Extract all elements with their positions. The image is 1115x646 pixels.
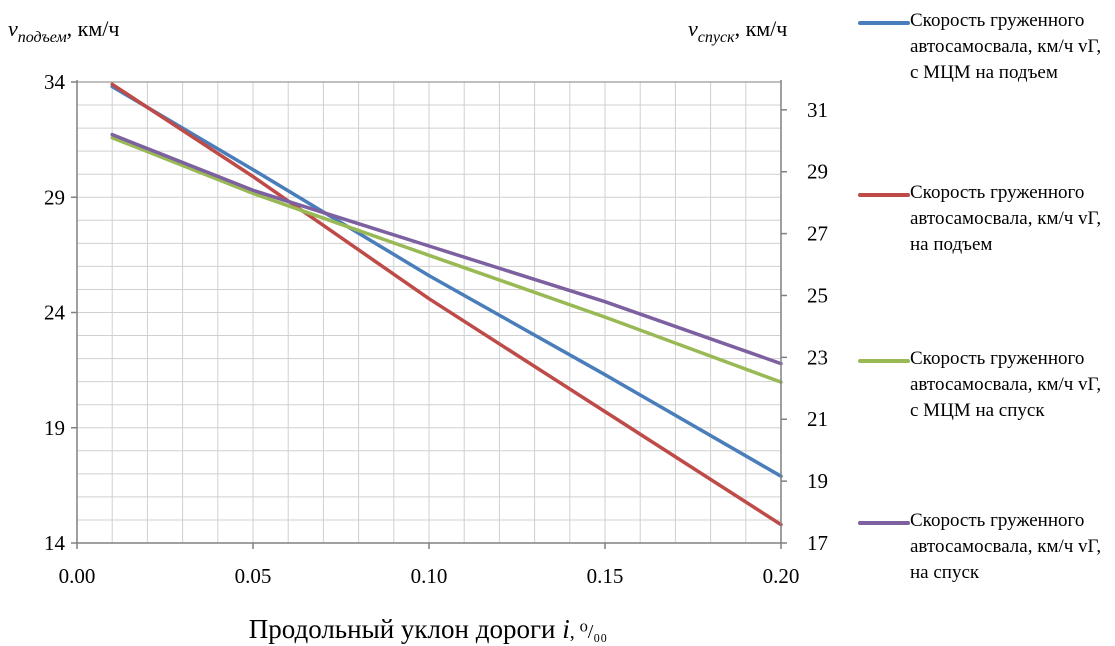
legend-swatch (858, 359, 910, 363)
x-tick-label: 0.10 (411, 564, 448, 588)
right-tick-label: 23 (807, 345, 828, 369)
right-tick-label: 21 (807, 407, 828, 431)
left-tick-label: 19 (44, 416, 65, 440)
series-line-1 (110, 84, 783, 478)
right-tick-label: 19 (807, 469, 828, 493)
right-tick-label: 29 (807, 160, 828, 184)
grid (77, 82, 781, 543)
x-tick-label: 0.15 (587, 564, 624, 588)
left-tick-label: 24 (44, 301, 66, 325)
x-tick-label: 0.05 (235, 564, 272, 588)
legend-label: Скорость груженного автосамосвала, км/ч … (910, 10, 1102, 83)
right-tick-label: 27 (807, 222, 828, 246)
right-tick-label: 17 (807, 531, 828, 555)
legend-label: Скорость груженного автосамосвала, км/ч … (910, 510, 1102, 583)
axes-layer: 34 29 24 19 14 31 29 27 25 23 21 19 17 0.00 0.05 0.10 0.… (44, 70, 828, 588)
x-axis-title: Продольный уклон дороги i, ⁰/₀₀ (249, 614, 608, 644)
series-layer (110, 82, 783, 527)
legend-swatch (858, 21, 910, 25)
legend-label: Скорость груженного автосамосвала, км/ч … (910, 348, 1102, 421)
left-tick-label: 34 (44, 70, 66, 94)
left-tick-label: 14 (44, 531, 66, 555)
right-tick-label: 31 (807, 98, 828, 122)
series-line-4 (110, 132, 783, 366)
series-line-2 (110, 82, 783, 527)
legend-label: Скорость груженного автосамосвала, км/ч … (910, 182, 1102, 255)
x-tick-label: 0.20 (763, 564, 800, 588)
left-axis-title: vподъем, км/ч (8, 16, 119, 46)
series-line-3 (110, 135, 783, 384)
left-tick-label: 29 (44, 185, 65, 209)
legend-swatch (858, 521, 910, 525)
x-tick-label: 0.00 (59, 564, 96, 588)
right-axis-title: vспуск, км/ч (688, 16, 787, 46)
legend-swatch (858, 193, 910, 197)
right-tick-label: 25 (807, 283, 828, 307)
